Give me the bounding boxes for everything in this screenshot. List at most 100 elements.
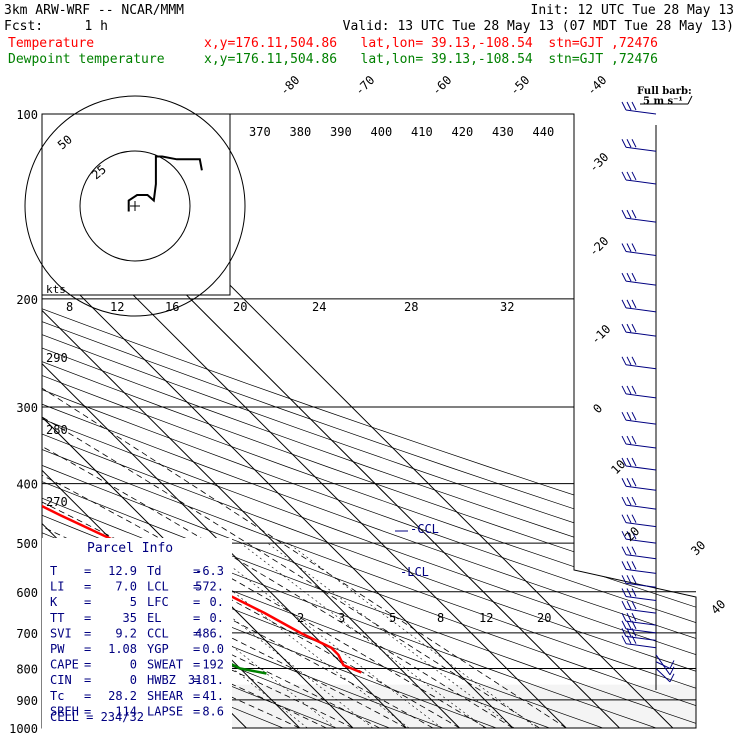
pressure-tick-label: 1000 — [9, 722, 38, 736]
dry-adiabat-line — [42, 114, 390, 728]
parcel-info-title: Parcel Info — [87, 541, 173, 556]
parcel-field-value: 3181. — [188, 673, 224, 687]
wind-barb — [621, 101, 657, 115]
mixing-ratio-line — [288, 542, 537, 728]
wind-barb — [621, 478, 657, 491]
dry-adiabat-line — [42, 114, 696, 728]
isotherm-line — [42, 114, 460, 728]
parcel-eq: = — [193, 642, 200, 656]
wind-barb — [621, 299, 657, 313]
parcel-field-name: LFC — [147, 595, 169, 609]
parcel-field-value: 0.0 — [202, 642, 224, 656]
isotherm-line — [42, 114, 407, 728]
parcel-info-panel: Parcel Info T = 12.9 Td =-6.3LI = 7.0 LCL =572.K… — [42, 538, 232, 738]
parcel-field-value: 0. — [210, 611, 224, 625]
theta-label-left: 270 — [46, 495, 68, 509]
pressure-tick-label: 400 — [16, 478, 38, 492]
pressure-tick-label: 200 — [16, 293, 38, 307]
parcel-field-value: 5 — [130, 595, 137, 609]
wind-barb — [621, 612, 657, 626]
wind-barb — [621, 530, 657, 544]
theta-label: 420 — [452, 125, 474, 139]
isotherm-label: 10 — [608, 457, 628, 477]
parcel-eq: = — [193, 580, 200, 594]
theta-label-left: 290 — [46, 351, 68, 365]
parcel-field-name: SREH — [50, 704, 79, 718]
isotherm-label: -70 — [352, 73, 377, 98]
isotherm-label: 30 — [688, 538, 708, 558]
wind-barb — [621, 243, 657, 256]
legend-temperature-info: x,y=176.11,504.86 lat,lon= 39.13,-108.54… — [204, 36, 658, 51]
mixing-ratio-line — [170, 542, 410, 728]
parcel-eq: = — [193, 673, 200, 687]
parcel-field-value: -6.3 — [195, 564, 224, 578]
parcel-eq: = — [193, 689, 200, 703]
isotherm-label: 0 — [590, 401, 605, 416]
wind-barb — [655, 668, 675, 683]
parcel-field-name: LAPSE — [147, 704, 183, 718]
parcel-field-value: 0. — [210, 595, 224, 609]
parcel-cell: CELL = 234/32 — [50, 710, 144, 724]
hodograph-ring — [24, 95, 246, 317]
parcel-field-value: 28.2 — [108, 689, 137, 703]
parcel-eq: = — [84, 626, 91, 640]
parcel-eq: = — [84, 611, 91, 625]
parcel-field-name: K — [50, 595, 58, 609]
dry-adiabat-line — [42, 114, 696, 728]
mixing-ratio-top-label: 32 — [500, 300, 514, 314]
legend-temperature-label: Temperature — [8, 36, 94, 51]
valid-time: Valid: 13 UTC Tue 28 May 13 (07 MDT Tue … — [343, 19, 734, 34]
theta-label: 370 — [249, 125, 271, 139]
parcel-field-name: EL — [147, 611, 161, 625]
dry-adiabat-line — [42, 114, 443, 728]
parcel-eq: = — [193, 704, 200, 718]
theta-label: 390 — [330, 125, 352, 139]
mixing-ratio-line — [200, 542, 442, 728]
parcel-eq: = — [84, 689, 91, 703]
ccl-label: -CCL — [410, 522, 439, 536]
init-time: Init: 12 UTC Tue 28 May 13 — [531, 3, 735, 18]
isotherm-label: 40 — [708, 597, 728, 617]
isotherm-label: -50 — [507, 73, 532, 98]
mixing-ratio-top-label: 24 — [312, 300, 326, 314]
parcel-field-value: 486. — [195, 626, 224, 640]
pressure-tick-label: 800 — [16, 662, 38, 676]
hodograph-trace — [127, 155, 203, 212]
wind-barb — [621, 323, 657, 337]
legend-dewpoint-label: Dewpoint temperature — [8, 52, 165, 67]
wind-barb — [621, 209, 657, 223]
parcel-field-value: 41. — [202, 689, 224, 703]
dry-adiabat-line — [42, 114, 696, 728]
parcel-field-name: SWEAT — [147, 658, 183, 672]
wind-barb — [621, 588, 657, 602]
mixing-ratio-top-label: 12 — [110, 300, 124, 314]
wind-barb — [621, 457, 657, 471]
pressure-tick-label: 900 — [16, 694, 38, 708]
parcel-field-name: TT — [50, 611, 64, 625]
parcel-field-name: Td — [147, 564, 161, 578]
parcel-eq: = — [193, 611, 200, 625]
parcel-eq: = — [84, 595, 91, 609]
wind-barb — [621, 356, 657, 370]
wind-barb — [621, 635, 657, 649]
wind-barb — [621, 514, 657, 528]
wind-barb — [621, 620, 657, 634]
pressure-tick-label: 700 — [16, 627, 38, 641]
full-barb-icon — [640, 95, 693, 105]
parcel-field-value: 12.9 — [108, 564, 137, 578]
isotherm-line — [42, 114, 514, 728]
mixing-ratio-label: 8 — [437, 611, 444, 625]
isotherm-label: -30 — [586, 150, 611, 175]
pressure-tick-label: 600 — [16, 586, 38, 600]
isotherm-label: -40 — [584, 73, 609, 98]
parcel-field-value: 35 — [123, 611, 137, 625]
theta-label: 380 — [290, 125, 312, 139]
parcel-field-name: CAPE — [50, 658, 79, 672]
parcel-field-value: 9.2 — [115, 626, 137, 640]
parcel-field-value: 114 — [115, 704, 137, 718]
parcel-field-value: 192 — [202, 658, 224, 672]
wind-barb — [621, 272, 657, 286]
wind-barb — [621, 385, 657, 399]
dry-adiabat-line — [42, 114, 696, 728]
